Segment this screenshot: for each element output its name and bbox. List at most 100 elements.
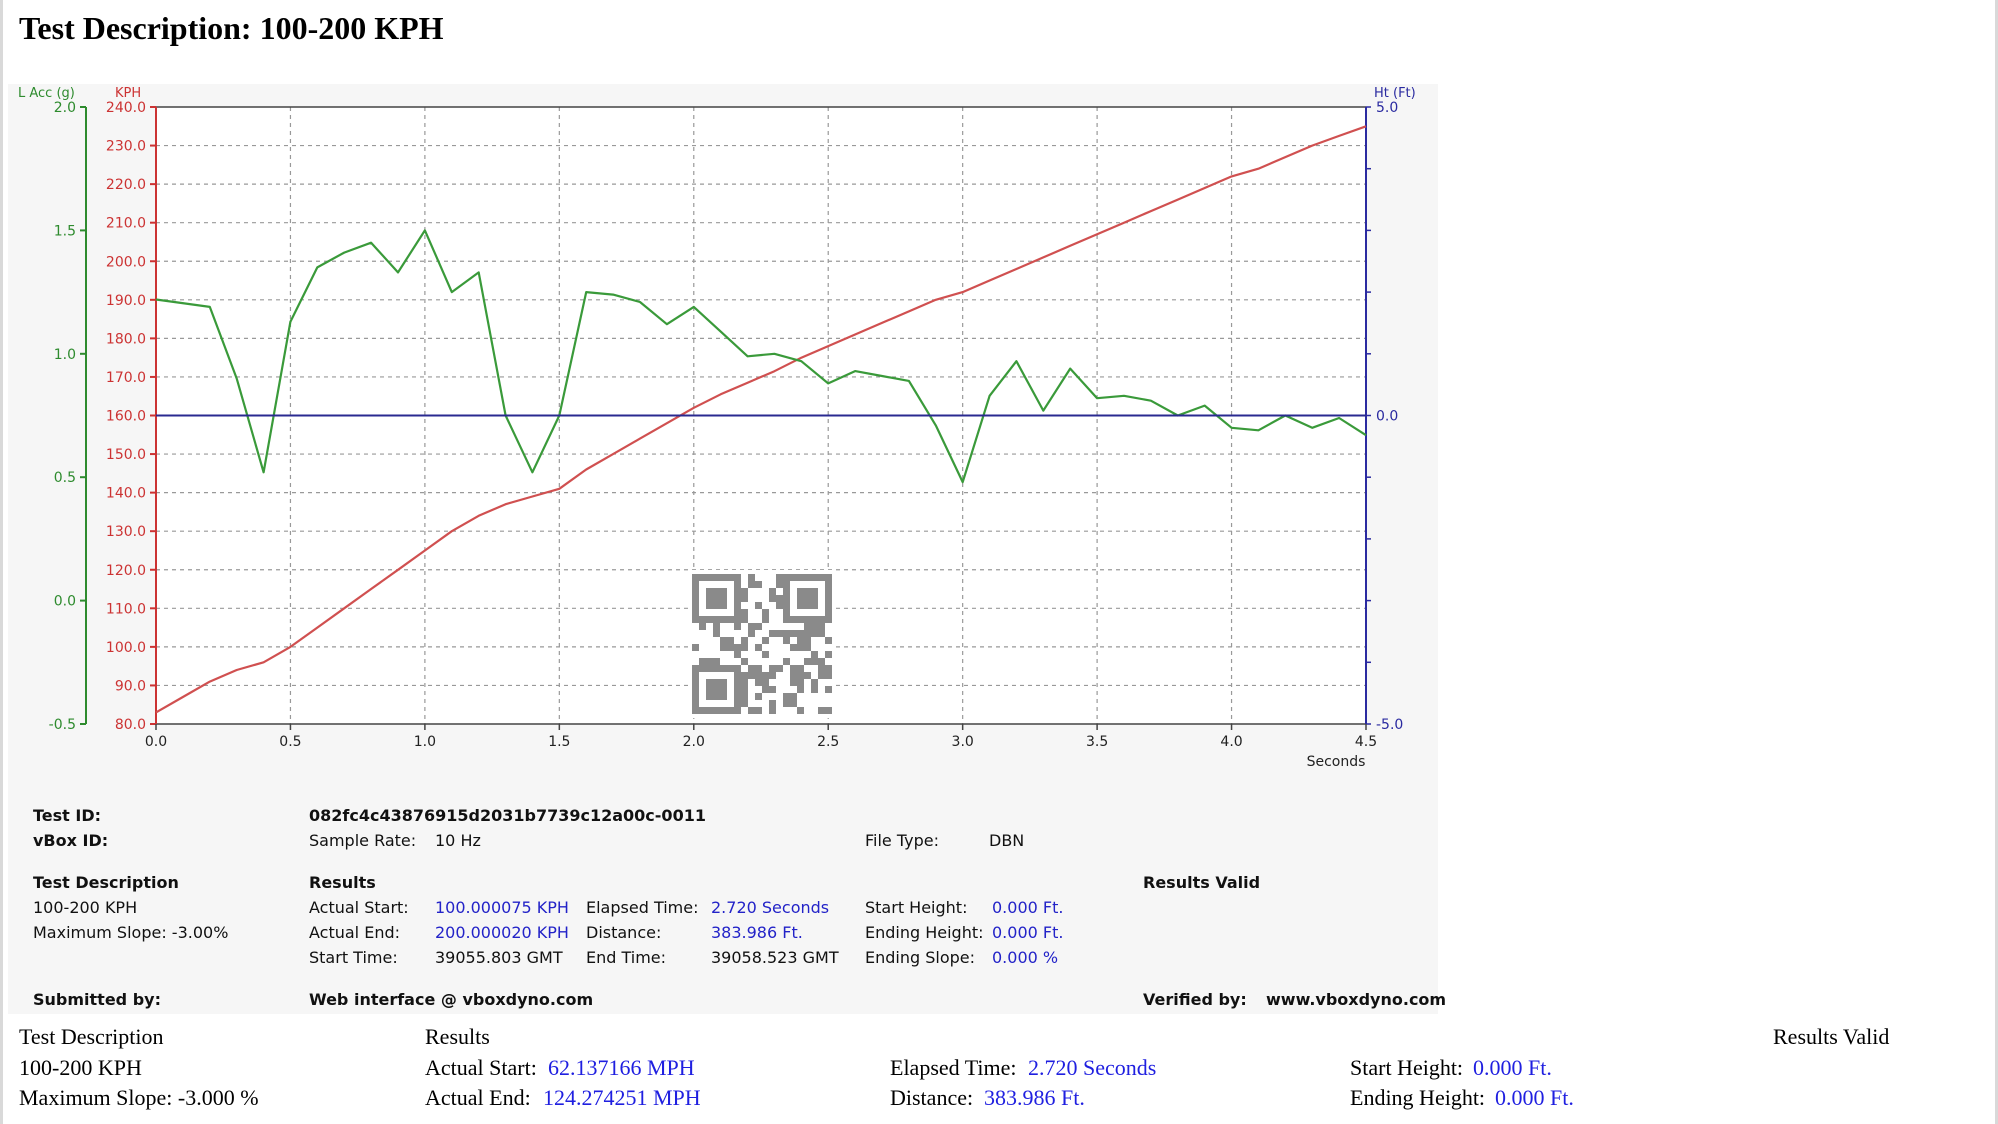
- qr-module: [734, 623, 741, 630]
- lacc-tick-label: -0.5: [49, 717, 76, 733]
- qr-module: [748, 581, 755, 588]
- kph-tick-label: 150.0: [106, 447, 146, 463]
- qr-module: [713, 623, 720, 630]
- qr-module: [755, 581, 762, 588]
- actual-end-value: 200.000020 KPH: [435, 923, 569, 942]
- qr-module: [741, 609, 748, 616]
- ht-axis-title: Ht (Ft): [1374, 86, 1416, 101]
- submitted-by-value: Web interface @ vboxdyno.com: [309, 990, 594, 1009]
- summary-maximum-slope: Maximum Slope: -3.000 %: [19, 1085, 259, 1110]
- verified-by-value: www.vboxdyno.com: [1266, 990, 1447, 1009]
- results-label: Results: [309, 873, 376, 892]
- qr-module: [720, 644, 727, 651]
- ending-height-label: Ending Height:: [865, 923, 984, 942]
- start-height-label: Start Height:: [865, 898, 968, 917]
- kph-tick-label: 240.0: [106, 100, 146, 116]
- test-description-value: 100-200 KPH: [33, 898, 138, 917]
- qr-module: [755, 707, 762, 714]
- results-valid-label: Results Valid: [1143, 873, 1261, 892]
- summary-actual-end-value: 124.274251 MPH: [543, 1085, 701, 1110]
- kph-tick-label: 80.0: [115, 717, 146, 733]
- ht-tick-label: 5.0: [1376, 100, 1398, 116]
- lacc-tick-label: 1.5: [54, 223, 76, 239]
- distance-label: Distance:: [586, 923, 662, 942]
- qr-module: [825, 707, 832, 714]
- summary-actual-start-label: Actual Start:: [425, 1055, 537, 1080]
- qr-module: [818, 630, 825, 637]
- qr-module: [762, 672, 769, 679]
- qr-module: [783, 693, 790, 700]
- kph-axis-title: KPH: [115, 86, 141, 101]
- summary-ending-height-label: Ending Height:: [1350, 1085, 1486, 1110]
- start-time-label: Start Time:: [309, 948, 398, 967]
- qr-module: [699, 658, 706, 665]
- x-tick-label: 0.5: [279, 734, 301, 750]
- qr-module: [825, 665, 832, 672]
- qr-module: [769, 588, 776, 595]
- kph-tick-label: 130.0: [106, 524, 146, 540]
- summary-distance-value: 383.986 Ft.: [984, 1085, 1085, 1110]
- kph-tick-label: 190.0: [106, 293, 146, 309]
- test-id-label: Test ID:: [33, 806, 102, 825]
- kph-tick-label: 140.0: [106, 486, 146, 502]
- summary-ending-height-value: 0.000 Ft.: [1495, 1085, 1574, 1110]
- lacc-tick-label: 1.0: [54, 347, 76, 363]
- verified-by-label: Verified by:: [1143, 990, 1247, 1009]
- kph-tick-label: 220.0: [106, 177, 146, 193]
- qr-module: [783, 637, 790, 644]
- qr-module: [755, 693, 762, 700]
- qr-module: [713, 658, 720, 665]
- qr-module: [818, 672, 825, 679]
- summary-start-height-label: Start Height:: [1350, 1055, 1464, 1080]
- start-time-value: 39055.803 GMT: [435, 948, 563, 967]
- summary-test-description-value: 100-200 KPH: [19, 1055, 142, 1080]
- ending-slope-value: 0.000 %: [992, 948, 1059, 967]
- qr-module: [741, 658, 748, 665]
- qr-module: [762, 686, 769, 693]
- lacc-axis-title: L Acc (g): [18, 86, 75, 101]
- qr-module: [776, 665, 783, 672]
- qr-module: [790, 672, 797, 679]
- qr-module: [706, 679, 727, 700]
- qr-module: [790, 630, 797, 637]
- qr-module: [741, 679, 748, 686]
- lacc-tick-label: 0.0: [54, 594, 76, 610]
- qr-module: [776, 581, 783, 588]
- qr-module: [783, 630, 790, 637]
- qr-module: [769, 595, 776, 602]
- summary-results-label: Results: [425, 1024, 490, 1049]
- qr-module: [741, 686, 748, 693]
- qr-module: [783, 658, 790, 665]
- qr-module: [811, 651, 818, 658]
- report-panel: 2.0 1.5 1.0 0.5 0.0 -0.5 L Acc (g) 240.0 230.0 22…: [8, 84, 1446, 1014]
- qr-module: [769, 672, 776, 679]
- qr-module: [755, 623, 762, 630]
- summary-actual-end-label: Actual End:: [425, 1085, 531, 1110]
- qr-module: [804, 672, 811, 679]
- test-description-label: Test Description: [33, 873, 179, 892]
- kph-tick-label: 120.0: [106, 563, 146, 579]
- summary-elapsed-label: Elapsed Time:: [890, 1055, 1017, 1080]
- qr-module: [748, 574, 755, 581]
- qr-module: [776, 602, 783, 609]
- qr-module: [741, 672, 748, 679]
- qr-module: [706, 658, 713, 665]
- qr-module: [776, 595, 783, 602]
- qr-module: [692, 644, 699, 651]
- qr-module: [804, 623, 811, 630]
- qr-module: [741, 693, 748, 700]
- qr-module: [769, 665, 776, 672]
- qr-module: [790, 665, 797, 672]
- ht-tick-label: 0.0: [1376, 409, 1398, 425]
- qr-module: [804, 637, 811, 644]
- qr-module: [818, 623, 825, 630]
- x-tick-label: 3.5: [1086, 734, 1108, 750]
- ending-height-value: 0.000 Ft.: [992, 923, 1064, 942]
- sample-rate-label: Sample Rate:: [309, 831, 417, 850]
- qr-module: [713, 630, 720, 637]
- qr-module: [762, 679, 769, 686]
- qr-module: [741, 588, 748, 595]
- actual-end-label: Actual End:: [309, 923, 401, 942]
- qr-module: [748, 707, 755, 714]
